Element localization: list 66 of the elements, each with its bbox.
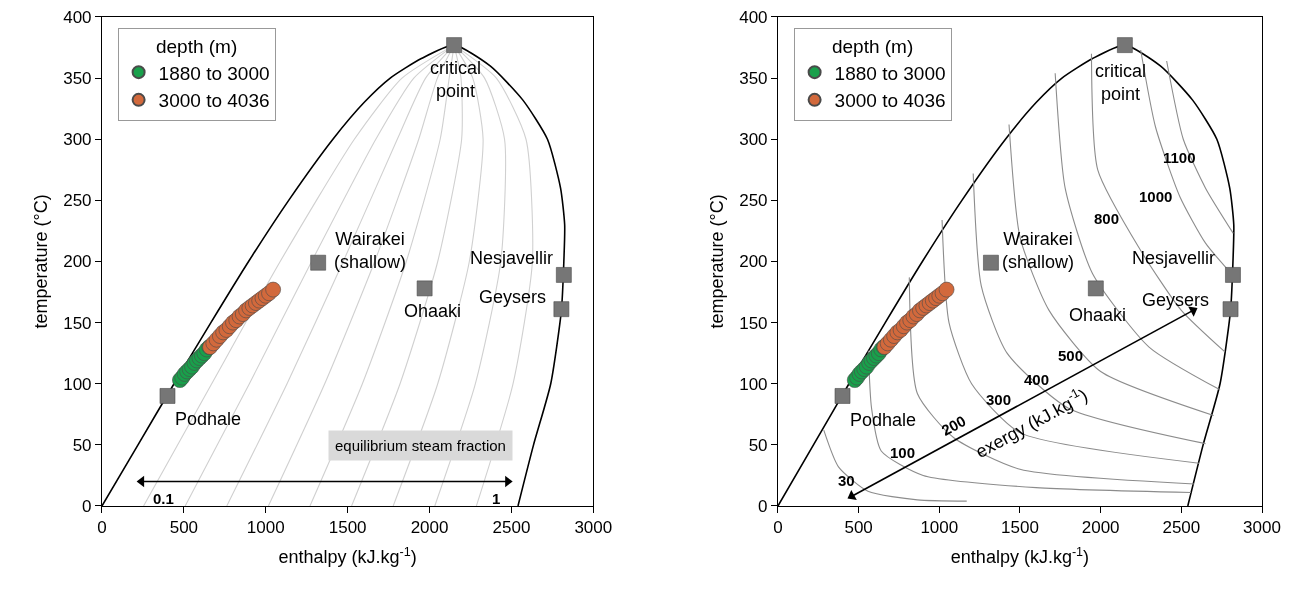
annotation: critical point: [1095, 61, 1147, 105]
y-tick-label: 350: [739, 69, 768, 89]
x-axis-title: enthalpy (kJ.kg$^{-1}$): [950, 544, 1090, 568]
legend-title: depth (m): [831, 36, 914, 58]
y-tick-label: 200: [739, 252, 768, 272]
x-tick-label: 2500: [492, 518, 531, 538]
y-tick-label: 0: [82, 496, 92, 516]
annotation: 100: [890, 444, 916, 461]
legend-label: 3000 to 4036: [834, 90, 946, 112]
y-tick-label: 100: [739, 374, 768, 394]
y-tick-label: 250: [739, 191, 768, 211]
legend-label: 3000 to 4036: [158, 90, 270, 112]
annotation: Podhale: [850, 410, 917, 430]
y-tick-label: 100: [63, 374, 92, 394]
y-tick-label: 350: [63, 69, 92, 89]
annotation: Nesjavellir: [1132, 248, 1216, 268]
y-tick-label: 150: [739, 313, 768, 333]
annotation: Wairakei (shallow): [334, 229, 407, 273]
annotation: Nesjavellir: [470, 248, 554, 268]
legend-label: 1880 to 3000: [158, 62, 270, 84]
x-tick-label: 2500: [1162, 518, 1201, 538]
annotation: Geysers: [479, 287, 547, 307]
annotation: 30: [838, 472, 855, 489]
annotation: 1000: [1139, 188, 1173, 205]
x-tick-label: 1000: [920, 518, 959, 538]
annotation: Wairakei (shallow): [1002, 229, 1075, 273]
annotation: critical point: [430, 58, 482, 102]
annotation: Geysers: [1142, 290, 1210, 310]
annotation: 0.1: [153, 490, 174, 507]
legend-title: depth (m): [155, 36, 238, 58]
x-tick-label: 500: [844, 518, 873, 538]
y-axis-title: temperature (°C): [707, 194, 728, 329]
annotation: 300: [986, 391, 1012, 408]
x-tick-label: 3000: [574, 518, 613, 538]
y-tick-label: 200: [63, 252, 92, 272]
y-tick-label: 300: [63, 130, 92, 150]
legend-label: 1880 to 3000: [834, 62, 946, 84]
x-tick-label: 500: [169, 518, 199, 538]
y-tick-label: 300: [739, 130, 768, 150]
annotation: equilibrium steam fraction: [335, 437, 506, 454]
x-tick-label: 1500: [328, 518, 367, 538]
x-tick-label: 0: [97, 518, 107, 538]
x-tick-label: 3000: [1243, 518, 1281, 538]
y-tick-label: 150: [63, 313, 92, 333]
annotation: Podhale: [175, 409, 242, 429]
x-axis-title: enthalpy (kJ.kg$^{-1}$): [278, 544, 417, 568]
annotation: Ohaaki: [404, 301, 462, 321]
x-tick-label: 1500: [1001, 518, 1039, 538]
x-tick-label: 2000: [1081, 518, 1120, 538]
x-tick-label: 0: [773, 518, 783, 538]
annotation: 1: [492, 490, 501, 507]
y-tick-label: 50: [748, 435, 768, 455]
y-tick-label: 0: [758, 496, 768, 516]
annotation: 200: [938, 412, 969, 439]
y-tick-label: 400: [739, 7, 768, 27]
annotation: 800: [1094, 210, 1120, 227]
annotation: 400: [1024, 371, 1050, 388]
annotation: 1100: [1163, 149, 1196, 166]
y-tick-label: 50: [72, 435, 92, 455]
x-tick-label: 1000: [246, 518, 285, 538]
annotation: Ohaaki: [1069, 305, 1127, 325]
annotation: 500: [1058, 347, 1084, 364]
y-tick-label: 400: [63, 7, 92, 27]
y-axis-title: temperature (°C): [31, 194, 52, 329]
x-tick-label: 2000: [410, 518, 449, 538]
y-tick-label: 250: [63, 191, 92, 211]
